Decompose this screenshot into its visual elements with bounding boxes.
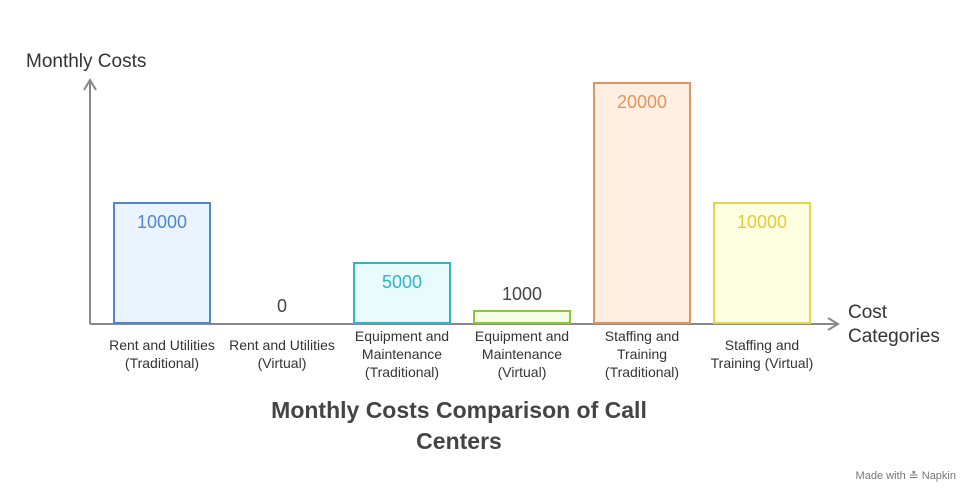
category-label-line: Training <box>617 346 667 362</box>
bars-group <box>113 82 811 324</box>
bar <box>473 310 571 324</box>
category-label-line: (Traditional) <box>125 355 199 371</box>
bar <box>593 82 691 324</box>
y-axis-title: Monthly Costs <box>26 51 146 72</box>
category-label-line: Maintenance <box>362 346 442 362</box>
category-label-line: Training (Virtual) <box>711 355 814 371</box>
category-labels-group: Rent and Utilities (Traditional)Rent and … <box>109 328 813 380</box>
category-label-line: Rent and Utilities <box>109 337 215 353</box>
bar <box>353 262 451 324</box>
value-labels-group: 10000 0 5000 1000 20000 10000 <box>137 92 787 316</box>
category-label-line: Staffing and <box>725 337 799 353</box>
category-label-line: (Traditional) <box>365 364 439 380</box>
category-label-line: Staffing and <box>605 328 679 344</box>
bar-chart: Monthly Costs Cost Categories 10000 0 5000… <box>26 51 940 380</box>
bar-value-label: 10000 <box>737 212 787 232</box>
bar-value-label: 10000 <box>137 212 187 232</box>
bar-value-label: 0 <box>277 296 287 316</box>
category-label: Equipment and Maintenance (Virtual) <box>475 328 569 380</box>
y-axis-arrow <box>83 78 97 91</box>
category-label: Staffing and Training (Virtual) <box>711 337 814 371</box>
bar <box>713 202 811 324</box>
chart-title: Monthly Costs Comparison of Call Centers <box>229 395 689 457</box>
made-with-text: Made with <box>855 470 906 482</box>
bar-value-label: 1000 <box>502 284 542 304</box>
category-label-line: Maintenance <box>482 346 562 362</box>
napkin-logo-icon: ≛ <box>908 469 919 483</box>
category-label-line: (Traditional) <box>605 364 679 380</box>
category-label-line: (Virtual) <box>498 364 547 380</box>
made-with-footer: Made with ≛ Napkin <box>856 469 956 483</box>
x-axis-title-line: Cost <box>848 302 888 323</box>
category-label: Rent and Utilities (Traditional) <box>109 337 215 371</box>
x-axis-arrow <box>827 317 840 331</box>
napkin-brand-text: Napkin <box>921 470 956 482</box>
chart-title-line: Monthly Costs Comparison of Call <box>271 397 647 423</box>
bar-value-label: 5000 <box>382 272 422 292</box>
category-label-line: Equipment and <box>475 328 569 344</box>
category-label-line: Equipment and <box>355 328 449 344</box>
x-axis-title: Cost Categories <box>848 302 940 347</box>
category-label-line: (Virtual) <box>258 355 307 371</box>
chart-title-line: Centers <box>416 428 502 454</box>
axes: Monthly Costs Cost Categories <box>26 51 940 347</box>
x-axis-title-line: Categories <box>848 326 940 347</box>
category-label: Rent and Utilities (Virtual) <box>229 337 335 371</box>
bar <box>113 202 211 324</box>
bar-value-label: 20000 <box>617 92 667 112</box>
category-label: Equipment and Maintenance (Traditional) <box>355 328 449 380</box>
category-label-line: Rent and Utilities <box>229 337 335 353</box>
category-label: Staffing and Training (Traditional) <box>605 328 679 380</box>
